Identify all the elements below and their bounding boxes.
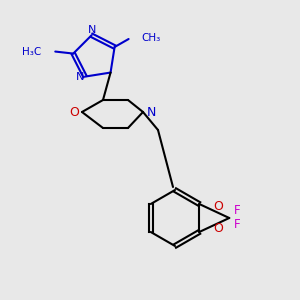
Text: N: N — [76, 72, 84, 82]
Text: H₃C: H₃C — [22, 46, 41, 57]
Text: N: N — [88, 25, 97, 35]
Text: O: O — [213, 200, 223, 214]
Text: CH₃: CH₃ — [142, 33, 161, 43]
Text: F: F — [234, 205, 241, 218]
Text: N: N — [146, 106, 156, 118]
Text: O: O — [213, 223, 223, 236]
Text: O: O — [69, 106, 79, 118]
Text: F: F — [234, 218, 241, 232]
